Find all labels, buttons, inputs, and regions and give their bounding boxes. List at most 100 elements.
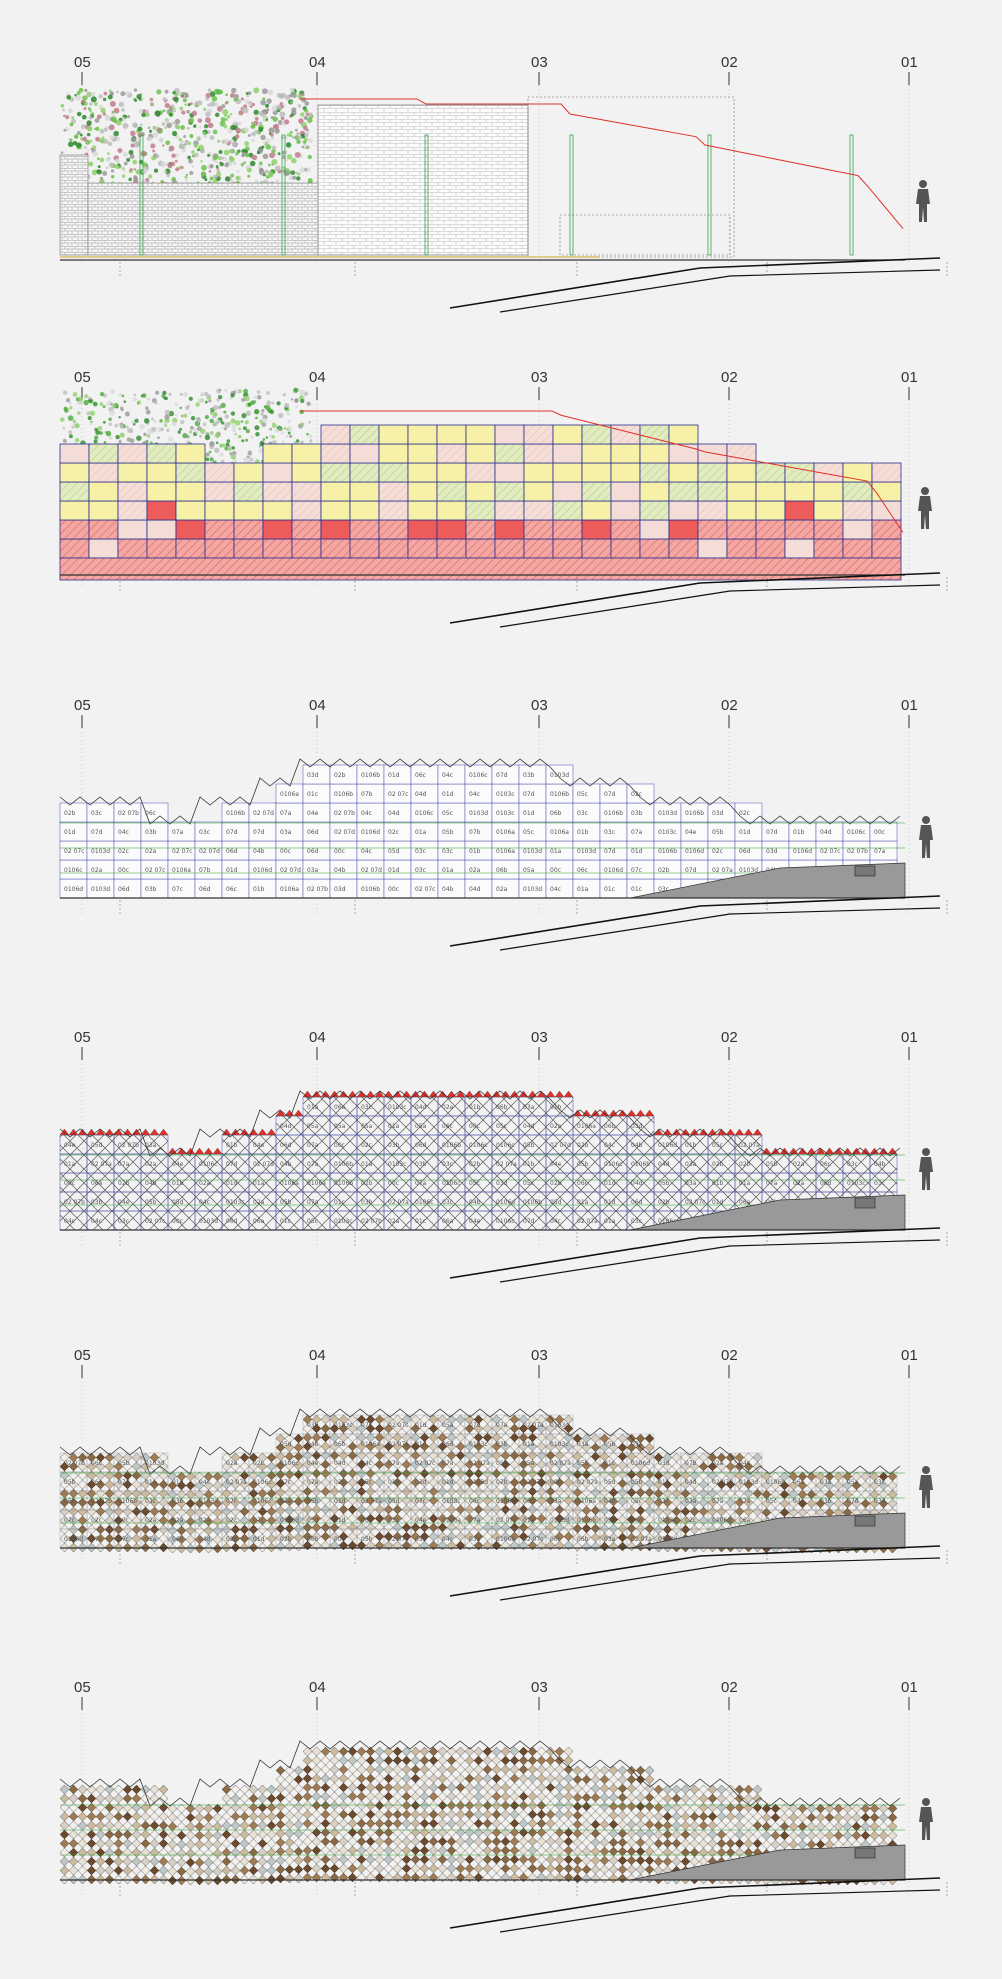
- cell-code-label: 07a: [712, 1498, 724, 1505]
- vegetation-leaf: [72, 140, 78, 146]
- texture-diamond: [392, 1764, 403, 1775]
- texture-diamond: [167, 1812, 178, 1823]
- vegetation-leaf: [231, 446, 235, 450]
- texture-diamond: [644, 1846, 655, 1857]
- texture-diamond: [338, 1818, 349, 1829]
- vegetation-leaf: [299, 409, 304, 415]
- cell-code-label: 0103d: [199, 1218, 218, 1225]
- grid-cell: [465, 538, 496, 559]
- texture-diamond: [563, 1863, 574, 1874]
- red-cap-triangle: [320, 1090, 331, 1098]
- texture-diamond: [518, 1522, 529, 1533]
- vegetation-leaf: [261, 409, 265, 413]
- texture-diamond: [401, 1845, 412, 1856]
- cell-code-label: 01a: [604, 1218, 616, 1225]
- texture-diamond: [212, 1812, 223, 1823]
- vegetation-leaf: [267, 163, 271, 167]
- cell-code-label: 06c: [91, 1460, 102, 1467]
- texture-diamond: [329, 1854, 340, 1865]
- ramp-opening: [854, 1515, 876, 1527]
- vegetation-leaf: [152, 132, 159, 138]
- grid-cell: [842, 538, 873, 559]
- texture-diamond: [266, 1811, 277, 1822]
- texture-diamond: [302, 1809, 313, 1820]
- grid-cell: [697, 538, 728, 559]
- texture-diamond: [401, 1764, 412, 1775]
- cell-code-label: 03b: [145, 829, 157, 836]
- vegetation-leaf: [291, 107, 297, 113]
- cell-code-label: 04c: [442, 1536, 453, 1543]
- cell-code-label: 02 07a: [388, 1441, 409, 1448]
- cell-code-label: 0106b: [334, 1161, 353, 1168]
- vegetation-leaf: [193, 152, 199, 158]
- texture-diamond: [617, 1846, 628, 1857]
- vegetation-leaf: [77, 411, 81, 415]
- texture-diamond: [374, 1522, 385, 1533]
- texture-diamond: [518, 1468, 529, 1479]
- vegetation-leaf: [126, 157, 131, 162]
- texture-diamond: [428, 1477, 439, 1488]
- texture-diamond: [527, 1836, 538, 1847]
- texture-diamond: [194, 1830, 205, 1841]
- texture-diamond: [509, 1827, 520, 1838]
- texture-diamond: [455, 1755, 466, 1766]
- red-cap-triangle: [734, 1128, 745, 1136]
- cell-code-label: 02a: [145, 1161, 157, 1168]
- cell-code-label: 0106a: [496, 829, 515, 836]
- texture-diamond: [482, 1872, 493, 1883]
- texture-diamond: [302, 1872, 313, 1883]
- texture-diamond: [158, 1802, 169, 1813]
- texture-diamond: [581, 1505, 592, 1516]
- texture-diamond: [365, 1809, 376, 1820]
- texture-diamond: [275, 1523, 286, 1534]
- texture-diamond: [455, 1827, 466, 1838]
- texture-diamond: [455, 1414, 466, 1425]
- vegetation-leaf: [69, 138, 73, 142]
- texture-diamond: [347, 1800, 358, 1811]
- texture-diamond: [203, 1812, 214, 1823]
- vegetation-leaf: [119, 424, 125, 429]
- axis-label-05: 05: [74, 54, 91, 71]
- texture-diamond: [392, 1450, 403, 1461]
- vegetation-leaf: [141, 168, 148, 175]
- vegetation-leaf: [285, 142, 292, 148]
- cell-code-label: 02b: [118, 1180, 130, 1187]
- texture-diamond: [365, 1522, 376, 1533]
- texture-diamond: [473, 1872, 484, 1883]
- red-cap-triangle: [212, 1147, 223, 1155]
- texture-diamond: [338, 1872, 349, 1883]
- vegetation-leaf: [278, 427, 281, 430]
- grid-cell: [842, 519, 873, 540]
- texture-diamond: [158, 1865, 169, 1876]
- vegetation-leaf: [265, 405, 271, 411]
- texture-diamond: [59, 1802, 70, 1813]
- cell-code-label: 07c: [172, 886, 183, 893]
- texture-diamond: [293, 1523, 304, 1534]
- vegetation-leaf: [193, 124, 197, 128]
- cell-code-label: 04b: [307, 1441, 319, 1448]
- vegetation-leaf: [207, 103, 211, 107]
- texture-diamond: [644, 1774, 655, 1785]
- cell-code-label: 06d: [172, 1536, 184, 1543]
- grid-cell: [755, 538, 786, 559]
- texture-diamond: [275, 1846, 286, 1857]
- texture-diamond: [266, 1533, 277, 1544]
- texture-diamond: [446, 1827, 457, 1838]
- texture-diamond: [257, 1524, 268, 1535]
- texture-diamond: [509, 1522, 520, 1533]
- vegetation-leaf: [134, 418, 139, 423]
- texture-diamond: [770, 1507, 781, 1518]
- texture-diamond: [194, 1507, 205, 1518]
- texture-diamond: [527, 1791, 538, 1802]
- texture-diamond: [545, 1782, 556, 1793]
- cell-code-label: 07a: [766, 1180, 778, 1187]
- cell-code-label: 06c: [469, 1498, 480, 1505]
- cell-code-label: 03a: [685, 1180, 697, 1187]
- texture-diamond: [581, 1469, 592, 1480]
- vegetation-leaf: [102, 170, 108, 176]
- texture-diamond: [653, 1488, 664, 1499]
- texture-diamond: [509, 1791, 520, 1802]
- vegetation-leaf: [208, 170, 212, 173]
- grid-cell: [494, 443, 525, 464]
- texture-diamond: [311, 1863, 322, 1874]
